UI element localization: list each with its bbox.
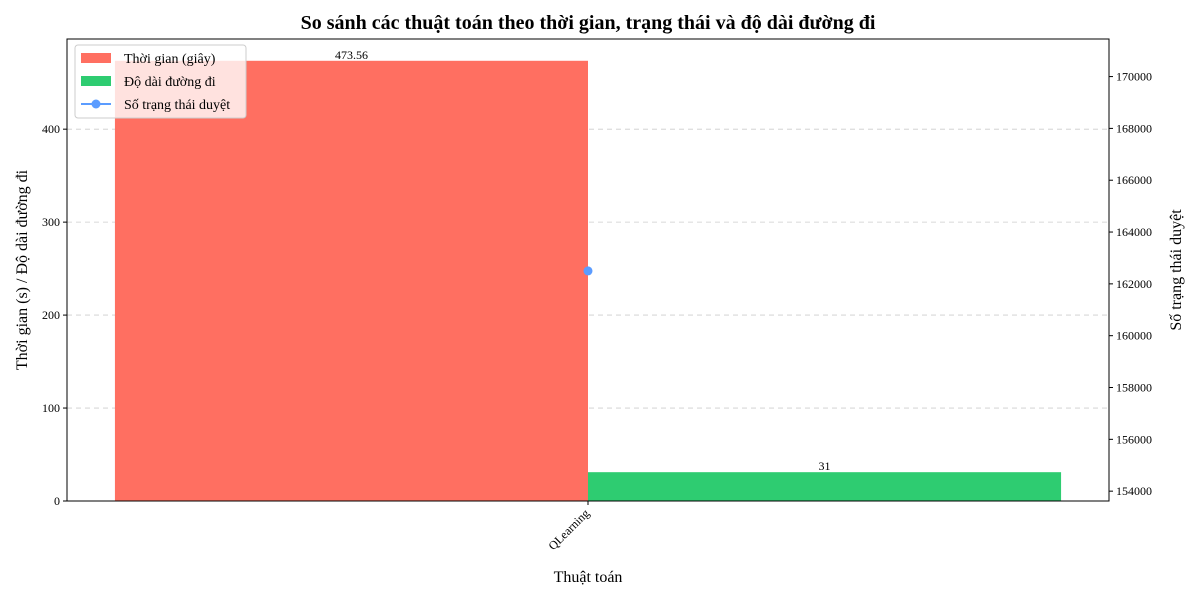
legend-swatch	[81, 53, 111, 63]
legend: Thời gian (giây) Độ dài đường đi Số trạng …	[74, 44, 247, 119]
line-point	[583, 266, 593, 276]
legend-label: Số trạng thái duyệt	[124, 98, 230, 113]
y2-tick-label: 158000	[1116, 381, 1152, 395]
legend-marker	[91, 99, 101, 109]
x-axis-label: Thuật toán	[554, 569, 623, 586]
left-y-axis: 0 100 200 300 400	[42, 122, 67, 508]
y2-tick-label: 154000	[1116, 484, 1152, 498]
y-axis-label: Thời gian (s) / Độ dài đường đi	[14, 169, 31, 370]
legend-box	[74, 44, 247, 119]
y-tick-label: 400	[42, 122, 60, 136]
y2-tick-label: 170000	[1116, 70, 1152, 84]
legend-swatch	[81, 76, 111, 86]
bar-value-label: 473.56	[335, 48, 368, 62]
y-tick-label: 0	[54, 494, 60, 508]
y2-tick-label: 156000	[1116, 432, 1152, 446]
right-y-axis: 154000 156000 158000 160000 162000 164000 1660…	[1109, 70, 1152, 498]
y2-tick-label: 168000	[1116, 121, 1152, 135]
y2-tick-label: 164000	[1116, 225, 1152, 239]
data-labels: 473.56 31	[335, 48, 831, 473]
y2-tick-label: 162000	[1116, 277, 1152, 291]
y-tick-label: 100	[42, 401, 60, 415]
legend-label: Thời gian (giây)	[124, 52, 216, 67]
y2-tick-label: 166000	[1116, 173, 1152, 187]
line-series	[583, 266, 593, 276]
bar	[114, 60, 588, 501]
bar	[588, 472, 1062, 501]
chart-title: So sánh các thuật toán theo thời gian, t…	[301, 12, 876, 34]
y-tick-label: 300	[42, 215, 60, 229]
bar-value-label: 31	[819, 459, 831, 473]
legend-label: Độ dài đường đi	[124, 75, 216, 90]
y2-axis-label: Số trạng thái duyệt	[1168, 209, 1185, 331]
y-tick-label: 200	[42, 308, 60, 322]
y2-tick-label: 160000	[1116, 329, 1152, 343]
bars	[114, 60, 1062, 501]
